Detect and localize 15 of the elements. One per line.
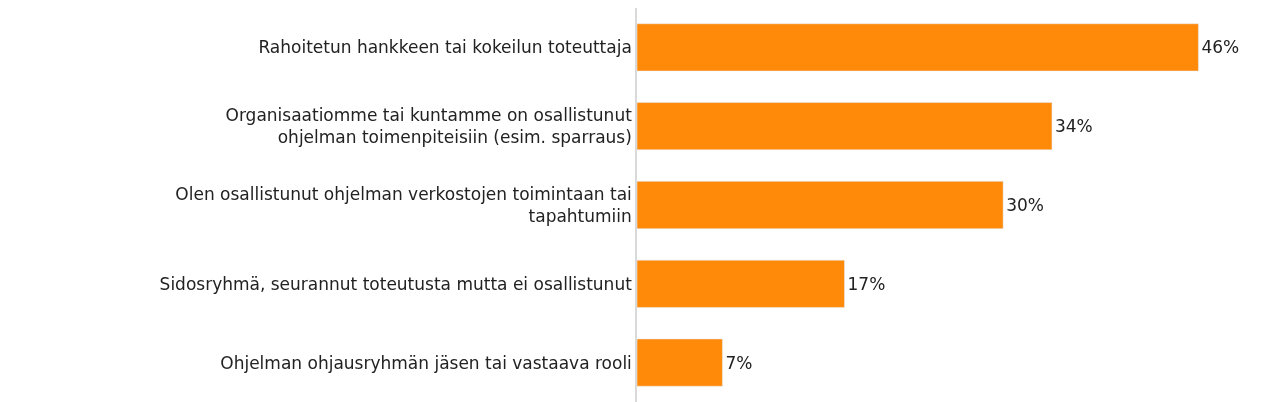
bar (637, 259, 845, 308)
y-tick-label: Sidosryhmä, seurannut toteutusta mutta ei osallistunut (159, 273, 633, 294)
y-tick-label: Ohjelman ohjausryhmän jäsen tai vastaava rooli (220, 352, 632, 373)
y-tick-label: Olen osallistunut ohjelman verkostojen toimintaan tai tapahtumiin (175, 183, 632, 226)
bar (637, 102, 1053, 151)
y-tick-label: Organisaatiomme tai kuntamme on osallistunut ohjelman toimenpiteisiin (esim. sparraus) (225, 105, 633, 148)
bar (637, 23, 1199, 72)
y-tick-label: Rahoitetun hankkeen tai kokeilun toteuttaja (258, 37, 632, 58)
data-label: 30% (1006, 195, 1044, 215)
bar (637, 181, 1004, 229)
data-label: 7% (725, 352, 753, 373)
data-label: 17% (847, 273, 886, 294)
bar (637, 338, 723, 387)
data-label: 46% (1201, 37, 1240, 58)
data-label: 34% (1054, 116, 1093, 137)
